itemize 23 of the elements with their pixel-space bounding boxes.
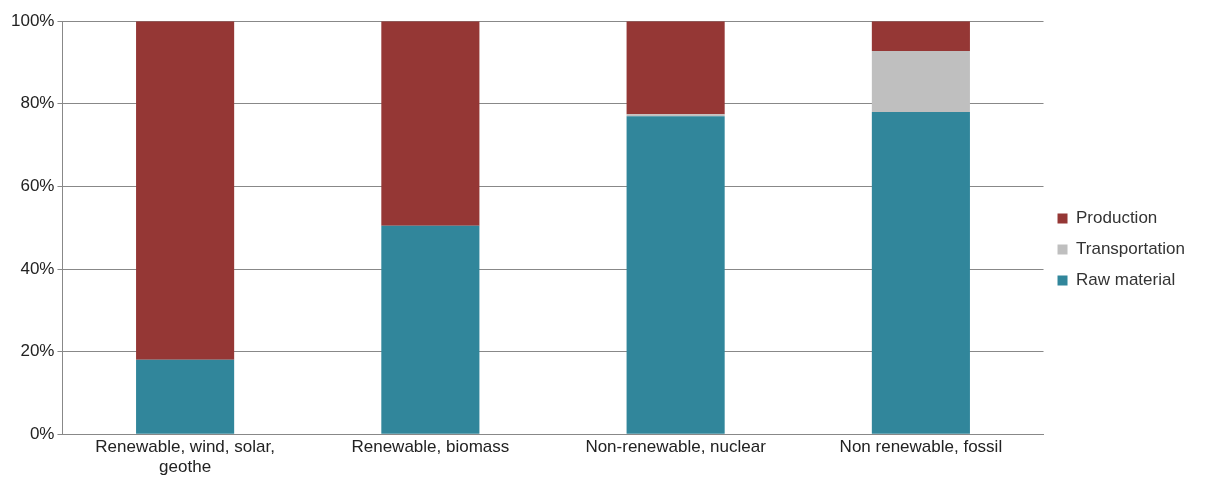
x-tick-label: Non renewable, fossil	[839, 437, 1003, 457]
bar	[136, 21, 235, 360]
bar	[871, 112, 970, 434]
bar	[626, 116, 725, 434]
y-tick-label: 20%	[20, 341, 55, 361]
bar	[381, 225, 480, 434]
bar	[626, 114, 725, 117]
x-tick-label: Non-renewable, nuclear	[585, 437, 767, 457]
y-tick-label: 0%	[29, 423, 55, 443]
legend-label: Raw material	[1076, 270, 1176, 290]
bar	[136, 359, 235, 434]
bar	[871, 21, 970, 51]
x-tick-label: Renewable, wind, solar, geothe	[95, 437, 275, 477]
y-tick-label: 80%	[20, 93, 55, 113]
y-tick-label: 40%	[20, 258, 55, 278]
bar	[381, 21, 480, 226]
bar	[871, 50, 970, 113]
y-tick-label: 60%	[20, 176, 55, 196]
y-tick-label: 100%	[11, 10, 55, 30]
bar	[626, 21, 725, 115]
legend-label: Production	[1076, 208, 1158, 228]
legend-label: Transportation	[1076, 239, 1185, 259]
x-tick-label: Renewable, biomass	[351, 437, 510, 457]
